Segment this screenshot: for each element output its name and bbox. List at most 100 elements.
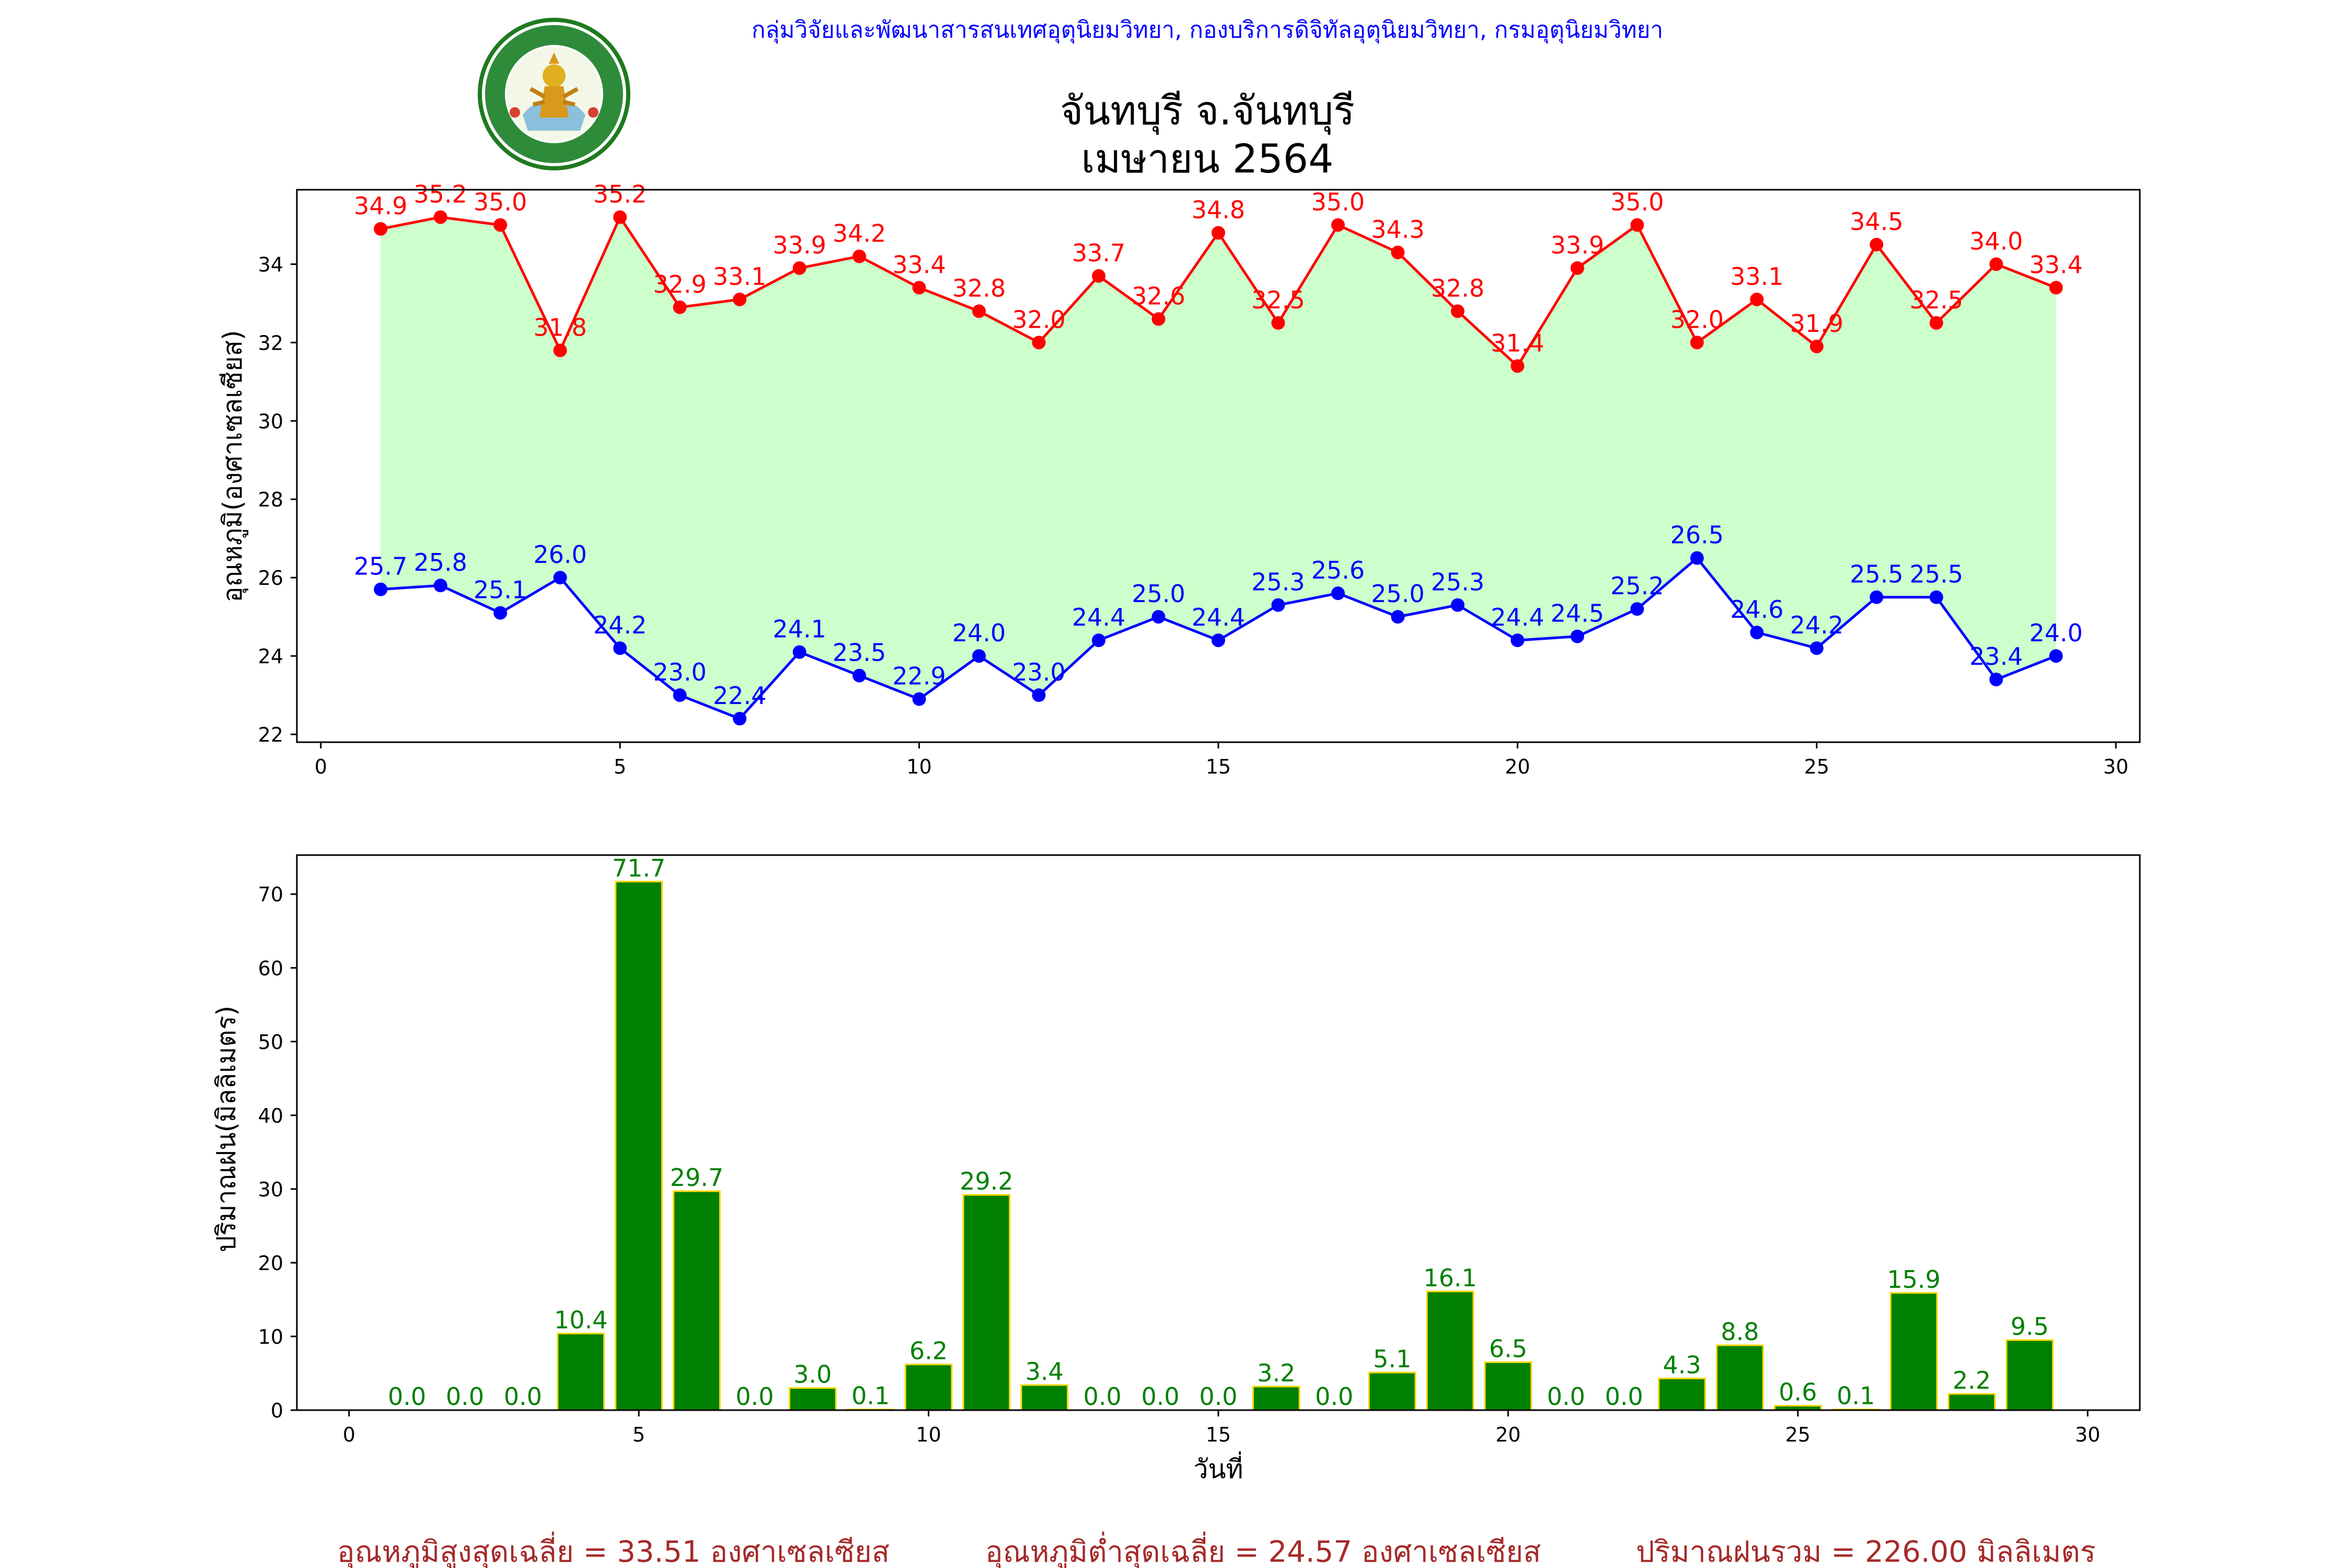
max-temperature-point xyxy=(1331,218,1345,232)
max-temperature-label: 33.9 xyxy=(1551,231,1604,259)
rainfall-bar xyxy=(1889,1292,1938,1411)
max-temperature-label: 35.2 xyxy=(593,180,647,208)
temperature-x-tick-label: 10 xyxy=(906,755,931,778)
min-temperature-point xyxy=(374,582,388,596)
min-temperature-label: 24.2 xyxy=(593,611,647,639)
min-temperature-label: 24.2 xyxy=(1790,611,1843,639)
min-temperature-label: 23.4 xyxy=(1969,642,2023,671)
max-temperature-label: 32.8 xyxy=(952,274,1006,302)
min-temperature-label: 25.1 xyxy=(474,576,527,604)
max-temperature-point xyxy=(733,292,747,306)
rainfall-bar-label: 29.7 xyxy=(670,1163,723,1192)
rainfall-y-tick-label: 60 xyxy=(258,957,283,980)
min-temperature-label: 25.5 xyxy=(1850,560,1903,589)
min-temperature-point xyxy=(733,712,747,726)
min-temperature-label: 24.5 xyxy=(1551,599,1604,628)
rainfall-bar xyxy=(1020,1384,1069,1411)
max-temperature-point xyxy=(433,210,447,224)
temperature-panel: อุณหภูมิ(องศาเซลเซียส) 34.9 35.2 35.031.83… xyxy=(217,180,2141,778)
rainfall-bar-label: 0.0 xyxy=(446,1382,484,1411)
rainfall-x-axis-label: วันที่ xyxy=(1193,1451,1243,1484)
min-temperature-point xyxy=(912,692,926,706)
min-temperature-label: 25.0 xyxy=(1371,580,1424,608)
min-temperature-point xyxy=(553,571,567,585)
max-temperature-label: 34.3 xyxy=(1371,215,1424,244)
rainfall-bar xyxy=(1426,1290,1474,1411)
min-temperature-label: 23.0 xyxy=(1012,658,1065,686)
rainfall-bar xyxy=(2005,1339,2054,1411)
max-temperature-label: 32.6 xyxy=(1132,282,1185,310)
min-temperature-label: 22.4 xyxy=(713,682,766,710)
max-temperature-point xyxy=(1870,237,1884,251)
rainfall-bar xyxy=(1252,1386,1300,1411)
rainfall-x-tick-label: 5 xyxy=(632,1423,645,1446)
max-temperature-point xyxy=(1450,304,1465,318)
credit-line: กลุ่มวิจัยและพัฒนาสารสนเทศอุตุนิยมวิทยา,… xyxy=(752,17,1663,44)
rainfall-bar xyxy=(1658,1377,1706,1411)
max-temperature-point xyxy=(1630,218,1644,232)
max-temperature-label: 33.7 xyxy=(1072,239,1125,267)
rainfall-y-tick-label: 10 xyxy=(258,1325,283,1348)
max-temperature-label: 35.2 xyxy=(414,180,467,208)
min-temperature-point xyxy=(1630,602,1644,616)
max-temperature-point xyxy=(1092,269,1106,283)
rainfall-bar-label: 0.0 xyxy=(388,1382,426,1411)
max-temperature-point xyxy=(613,210,627,224)
max-temperature-label: 35.0 xyxy=(1610,188,1664,216)
max-temperature-point xyxy=(852,249,867,263)
rainfall-bar xyxy=(788,1387,837,1411)
min-temperature-point xyxy=(792,645,806,659)
min-temperature-label: 24.0 xyxy=(2030,619,2083,647)
rainfall-bar-label: 0.1 xyxy=(851,1382,890,1410)
max-temperature-point xyxy=(1570,261,1584,275)
rainfall-bar-label: 0.0 xyxy=(735,1382,774,1411)
min-temperature-point xyxy=(1570,629,1584,643)
max-temperature-point xyxy=(1391,245,1405,259)
rainfall-bar-label: 0.0 xyxy=(1142,1382,1180,1411)
rainfall-bar-label: 0.0 xyxy=(1605,1382,1643,1411)
max-temperature-label: 31.8 xyxy=(534,313,587,341)
footer-min-avg: อุณหภูมิต่ำสุดเฉลี่ย = 24.57 องศาเซลเซีย… xyxy=(985,1531,1541,1568)
max-temperature-point xyxy=(493,218,508,232)
temperature-x-tick-label: 30 xyxy=(2103,755,2128,778)
rainfall-bar-label: 0.0 xyxy=(1199,1382,1237,1411)
rainfall-bar-label: 9.5 xyxy=(2011,1312,2049,1341)
min-temperature-point xyxy=(1929,590,1943,604)
max-temperature-label: 35.0 xyxy=(474,188,527,216)
rainfall-y-axis-label: ปริมาณฝน(มิลลิเมตร) xyxy=(211,1006,241,1252)
max-temperature-point xyxy=(1151,312,1166,326)
max-temperature-label: 32.0 xyxy=(1670,305,1724,333)
max-temperature-point xyxy=(1271,316,1285,330)
max-temperature-label: 32.0 xyxy=(1012,305,1065,333)
rainfall-bar xyxy=(1947,1393,1996,1411)
rainfall-bar-label: 0.6 xyxy=(1779,1378,1817,1406)
max-temperature-point xyxy=(1690,336,1704,350)
min-temperature-point xyxy=(1092,633,1106,648)
rainfall-x-tick-label: 30 xyxy=(2075,1423,2100,1446)
min-temperature-label: 24.1 xyxy=(773,615,826,643)
rainfall-bar-label: 4.3 xyxy=(1663,1351,1701,1379)
max-temperature-label: 34.0 xyxy=(1969,227,2023,255)
footer-rain-total: ปริมาณฝนรวม = 226.00 มิลลิเมตร xyxy=(1636,1535,2096,1568)
min-temperature-point xyxy=(1271,598,1285,612)
rainfall-bar-label: 0.0 xyxy=(1083,1382,1122,1411)
max-temperature-point xyxy=(1032,336,1046,350)
rainfall-bar-label: 2.2 xyxy=(1953,1366,1991,1394)
rainfall-bar-label: 5.1 xyxy=(1373,1345,1411,1373)
rainfall-bar-label: 15.9 xyxy=(1887,1265,1940,1294)
rainfall-bar-label: 71.7 xyxy=(612,854,665,882)
temperature-x-tick-label: 15 xyxy=(1206,755,1231,778)
temperature-y-tick-label: 34 xyxy=(258,253,283,276)
rainfall-y-tick-label: 40 xyxy=(258,1104,283,1127)
max-temperature-point xyxy=(1511,359,1525,373)
rainfall-panel: ปริมาณฝน(มิลลิเมตร) วันที่ 0.0 0.0 0.0 10.4… xyxy=(211,854,2141,1484)
temperature-range-fill xyxy=(381,217,2056,719)
max-temperature-label: 34.5 xyxy=(1850,207,1903,236)
max-temperature-point xyxy=(792,261,806,275)
rainfall-bar xyxy=(904,1364,953,1411)
rainfall-bar-label: 3.4 xyxy=(1025,1357,1064,1386)
temperature-y-tick-label: 26 xyxy=(258,567,283,590)
min-temperature-label: 25.3 xyxy=(1251,568,1305,596)
temperature-x-tick-label: 20 xyxy=(1505,755,1530,778)
temperature-y-tick-label: 22 xyxy=(258,723,283,746)
